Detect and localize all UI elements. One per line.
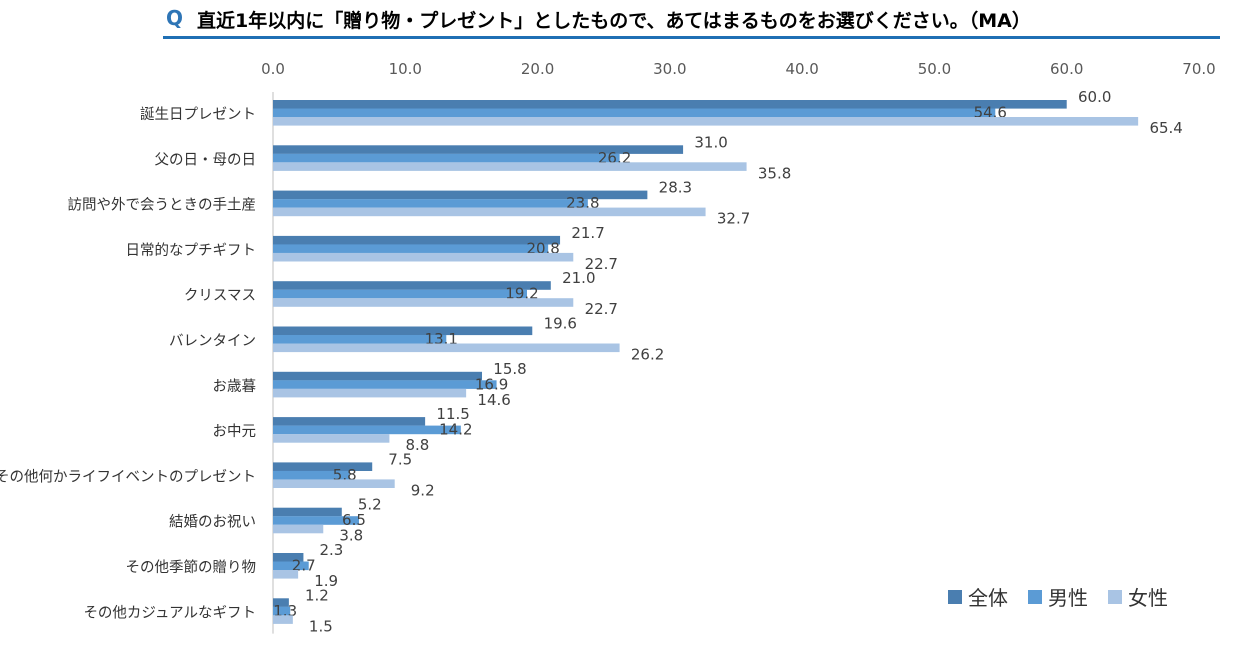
data-label: 65.4 bbox=[1149, 119, 1182, 137]
bar bbox=[273, 190, 648, 200]
legend-item-female: 女性 bbox=[1108, 582, 1168, 611]
data-label: 11.5 bbox=[436, 405, 469, 423]
data-label: 6.5 bbox=[342, 511, 366, 529]
data-label: 5.2 bbox=[358, 496, 382, 514]
data-label: 2.3 bbox=[319, 541, 343, 559]
bar bbox=[273, 162, 747, 171]
question-mark-label: Q bbox=[166, 6, 184, 30]
data-label: 35.8 bbox=[758, 164, 791, 182]
bar bbox=[273, 207, 706, 217]
data-label: 21.7 bbox=[571, 224, 604, 242]
category-label: 訪問や外で会うときの手土産 bbox=[68, 197, 257, 214]
data-label: 8.8 bbox=[405, 436, 429, 454]
bar bbox=[273, 199, 588, 208]
legend-label-male: 男性 bbox=[1048, 586, 1088, 610]
bar bbox=[273, 298, 574, 307]
bar bbox=[273, 507, 342, 517]
bar bbox=[273, 326, 533, 336]
bar bbox=[273, 289, 527, 299]
x-tick-label: 60.0 bbox=[1050, 60, 1083, 78]
data-label: 32.7 bbox=[717, 210, 750, 228]
x-tick-label: 20.0 bbox=[521, 60, 554, 78]
x-tick-label: 40.0 bbox=[785, 60, 818, 78]
legend-swatch-female bbox=[1108, 589, 1122, 604]
category-label: お歳暮 bbox=[213, 378, 257, 395]
data-label: 7.5 bbox=[388, 450, 412, 468]
bar bbox=[273, 570, 299, 579]
data-label: 3.8 bbox=[339, 527, 363, 545]
x-tick-label: 70.0 bbox=[1182, 60, 1215, 78]
category-label: バレンタイン bbox=[169, 333, 256, 350]
bar bbox=[273, 479, 395, 488]
data-label: 14.6 bbox=[477, 391, 510, 409]
bar bbox=[273, 462, 373, 471]
x-tick-label: 10.0 bbox=[389, 60, 422, 78]
bar bbox=[273, 524, 324, 534]
bar bbox=[273, 153, 620, 163]
legend: 全体 男性 女性 bbox=[948, 582, 1168, 611]
data-label: 26.2 bbox=[631, 346, 664, 364]
chart-header: Q 直近1年以内に「贈り物・プレゼント」としたもので、あてはまるものをお選びくだ… bbox=[0, 0, 1255, 44]
category-label: クリスマス bbox=[184, 287, 256, 304]
bar bbox=[273, 244, 549, 253]
bar bbox=[273, 434, 390, 443]
bar bbox=[273, 388, 467, 398]
bar bbox=[273, 335, 447, 344]
category-label: その他カジュアルなギフト bbox=[83, 604, 256, 621]
data-label: 1.5 bbox=[309, 617, 333, 635]
category-label: 父の日・母の日 bbox=[155, 152, 257, 168]
chart-title: 直近1年以内に「贈り物・プレゼント」としたもので、あてはまるものをお選びください… bbox=[197, 10, 1031, 32]
bar bbox=[273, 606, 291, 616]
legend-swatch-male bbox=[1028, 589, 1042, 604]
category-label: その他季節の贈り物 bbox=[126, 558, 257, 576]
x-tick-label: 0.0 bbox=[261, 60, 285, 78]
category-label: 誕生日プレゼント bbox=[140, 106, 256, 123]
bar bbox=[273, 516, 359, 525]
bar bbox=[273, 598, 289, 607]
category-label: お中元 bbox=[213, 423, 257, 440]
data-label: 60.0 bbox=[1078, 88, 1111, 106]
data-label: 14.2 bbox=[439, 421, 472, 439]
title-underline bbox=[163, 36, 1220, 39]
bar bbox=[273, 145, 684, 154]
data-label: 22.7 bbox=[585, 255, 618, 273]
data-label: 28.3 bbox=[659, 179, 692, 197]
legend-label-all: 全体 bbox=[968, 586, 1008, 610]
data-label: 31.0 bbox=[694, 133, 727, 151]
bar bbox=[273, 561, 309, 571]
legend-item-all: 全体 bbox=[948, 582, 1008, 611]
data-label: 1.2 bbox=[305, 586, 329, 604]
bar bbox=[273, 343, 620, 353]
data-label: 9.2 bbox=[411, 481, 435, 499]
legend-item-male: 男性 bbox=[1028, 582, 1088, 611]
category-label: その他何かライフイベントのプレゼント bbox=[0, 468, 256, 485]
data-label: 15.8 bbox=[493, 360, 526, 378]
bar bbox=[273, 417, 426, 426]
bar bbox=[273, 380, 497, 389]
bar bbox=[273, 425, 461, 435]
bar bbox=[273, 615, 293, 624]
bar bbox=[273, 100, 1067, 109]
bar bbox=[273, 553, 304, 562]
data-label: 19.6 bbox=[544, 315, 577, 333]
bar bbox=[273, 235, 561, 245]
data-label: 1.9 bbox=[314, 572, 338, 590]
category-label: 日常的なプチギフト bbox=[126, 242, 257, 259]
bar bbox=[273, 117, 1139, 126]
x-tick-label: 50.0 bbox=[918, 60, 951, 78]
data-label: 22.7 bbox=[585, 300, 618, 318]
bar bbox=[273, 281, 551, 290]
bar bbox=[273, 470, 350, 480]
bar bbox=[273, 371, 483, 381]
legend-label-female: 女性 bbox=[1128, 586, 1168, 610]
x-tick-label: 30.0 bbox=[653, 60, 686, 78]
category-label: 結婚のお祝い bbox=[169, 514, 256, 531]
bar bbox=[273, 252, 574, 262]
data-label: 16.9 bbox=[475, 375, 508, 393]
bar bbox=[273, 108, 996, 118]
legend-swatch-all bbox=[948, 589, 962, 604]
data-label: 21.0 bbox=[562, 269, 595, 287]
